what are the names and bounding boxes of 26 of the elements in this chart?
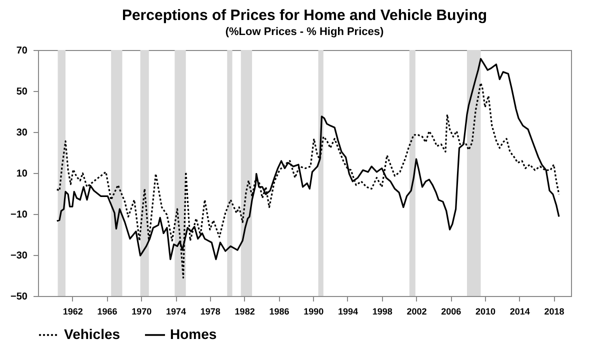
x-tick-label: 1994 (338, 306, 358, 316)
x-tick-label: 2014 (510, 306, 530, 316)
x-tick-label: 2010 (476, 306, 496, 316)
chart-title: Perceptions of Prices for Home and Vehicle Buying (122, 7, 488, 24)
x-tick-label: 2006 (441, 306, 462, 316)
y-tick-label: −50 (10, 292, 28, 302)
x-tick-label: 1982 (234, 306, 255, 316)
y-tick-label: 50 (16, 86, 28, 98)
legend-label: Vehicles (64, 326, 120, 342)
y-tick-label: −10 (10, 210, 28, 220)
x-tick-label: 1974 (166, 306, 186, 316)
chart-subtitle: (%Low Prices - % High Prices) (225, 26, 384, 38)
y-tick-label: 30 (16, 128, 28, 138)
legend-label: Homes (170, 326, 217, 342)
x-tick-label: 1966 (97, 306, 118, 316)
x-tick-label: 1990 (304, 306, 324, 316)
x-tick-label: 1978 (200, 306, 220, 316)
x-tick-label: 1986 (269, 306, 290, 316)
x-tick-label: 2002 (406, 306, 427, 316)
x-tick-label: 1998 (372, 306, 392, 316)
x-tick-label: 2018 (544, 306, 564, 316)
y-tick-label: 70 (16, 46, 28, 56)
y-tick-label: 10 (16, 168, 28, 180)
x-tick-label: 1970 (132, 306, 152, 316)
y-tick-label: −30 (10, 250, 28, 262)
x-tick-label: 1962 (62, 306, 83, 316)
